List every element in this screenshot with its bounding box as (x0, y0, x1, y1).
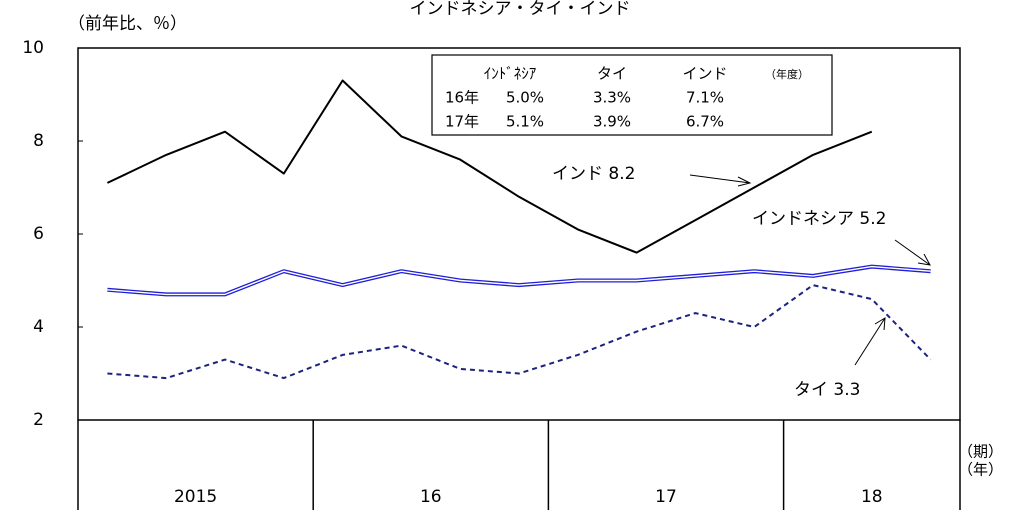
annotation: タイ 3.3 (794, 380, 860, 400)
x-axis-label: （年） (958, 461, 1003, 479)
x-axis-label: （期） (958, 443, 1003, 461)
series-line (106, 79, 873, 254)
series-line (107, 284, 932, 380)
table-cell: 3.3% (593, 89, 631, 107)
y-tick-label: 8 (33, 131, 44, 151)
y-tick-label: 6 (33, 224, 44, 244)
y-axis-label: （前年比、％） (68, 14, 187, 34)
table-box (431, 54, 833, 136)
table-cell: 3.9% (593, 113, 631, 131)
y-tick-label: 2 (33, 410, 44, 430)
table-cell: 17年 (445, 113, 479, 131)
x-group-label: 18 (861, 487, 883, 507)
table-header: インド (682, 65, 727, 83)
table-cell: 5.0% (506, 89, 544, 107)
y-tick-label: 10 (22, 38, 44, 58)
y-tick-label: 4 (33, 317, 44, 337)
annotation: インドネシア 5.2 (752, 209, 886, 229)
x-group-label: 2015 (174, 487, 217, 507)
x-group-label: 17 (655, 487, 677, 507)
table-cell: 5.1% (506, 113, 544, 131)
table-header: ｲﾝﾄﾞﾈｼｱ (484, 65, 537, 83)
chart-title: インドネシア・タイ・インド (410, 0, 631, 19)
table-header: （年度） (765, 67, 809, 81)
table-header: タイ (597, 65, 627, 83)
x-group-label: 16 (420, 487, 442, 507)
annotation-arrows (689, 174, 931, 366)
annotation: インド 8.2 (552, 164, 635, 184)
table-cell: 16年 (445, 89, 479, 107)
table-cell: 7.1% (686, 89, 724, 107)
series-line-inner (107, 265, 931, 296)
table-cell: 6.7% (686, 113, 724, 131)
